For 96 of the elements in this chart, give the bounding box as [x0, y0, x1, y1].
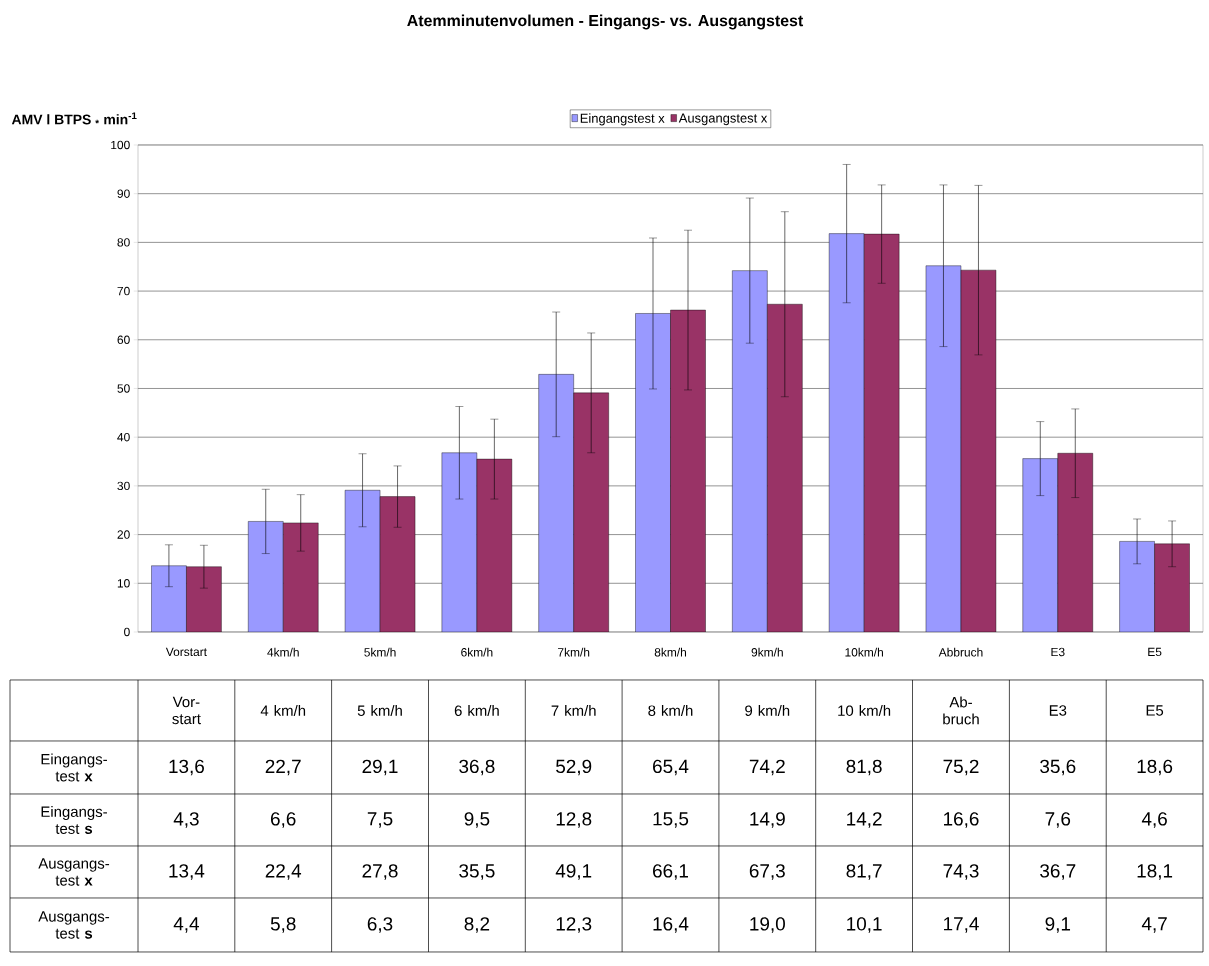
y-axis-title: AMV l BTPS $_{*}$ min$^{-1}$: [11, 112, 137, 125]
bar: [670, 309, 706, 632]
text: E3: [1049, 705, 1067, 716]
text: Ab-bruch: [943, 696, 979, 725]
x-tick-label: E5: [1148, 647, 1162, 657]
data-label: 36,7: [1040, 864, 1076, 880]
bar: [1154, 543, 1190, 632]
y-tick-label: 30: [117, 481, 130, 491]
text: 4,4: [173, 917, 200, 933]
data-label: 81,7: [846, 864, 882, 880]
data-label: 36,8: [459, 759, 495, 776]
data-label: 81,8: [846, 759, 882, 776]
data-label: 35,5: [459, 864, 495, 880]
bar: [960, 269, 997, 632]
data-label: 18,1: [1137, 864, 1173, 880]
bar: [379, 496, 416, 632]
y-tick-label: 90: [117, 189, 130, 198]
text: E5: [1146, 705, 1164, 716]
x-tick-label: 10km/h: [845, 647, 883, 657]
data-label: 22,7: [265, 759, 301, 776]
text: Eingangs-test x: [41, 753, 107, 782]
data-label: 75,2: [943, 759, 979, 776]
bar: [863, 233, 900, 632]
bar: [573, 392, 609, 632]
data-label: 35,6: [1040, 759, 1076, 776]
data-label: 18,6: [1137, 759, 1173, 776]
x-tick-label: 4km/h: [267, 647, 299, 657]
y-tick-label: 10: [117, 579, 130, 588]
text: 6 km/h: [454, 705, 499, 716]
text: 5,8: [270, 917, 296, 933]
x-tick-label: Vorstart: [165, 647, 207, 657]
x-tick-label: 9km/h: [751, 647, 783, 657]
data-label: 65,4: [653, 759, 689, 776]
x-tick-label: 7km/h: [558, 647, 590, 657]
text: 5 km/h: [357, 705, 402, 716]
data-label: 27,8: [362, 864, 398, 880]
text: 4 km/h: [260, 705, 306, 716]
bar: [476, 458, 513, 632]
bar: [283, 522, 319, 632]
y-tick-label: 100: [111, 140, 130, 150]
bar: [767, 304, 803, 632]
text: 12,3: [556, 917, 592, 933]
data-label: 66,1: [653, 864, 688, 880]
text: 8,2: [464, 917, 490, 933]
bar: [1057, 453, 1093, 632]
text: 6,6: [271, 812, 296, 828]
legend-label: Ausgangstest x: [678, 113, 768, 126]
x-tick-label: 6km/h: [461, 647, 493, 657]
text: 7,5: [367, 812, 393, 828]
text: 4,7: [1141, 917, 1167, 933]
text: 16,6: [944, 812, 979, 828]
text: Vor-start: [172, 696, 201, 725]
x-tick-label: 5km/h: [364, 647, 396, 657]
data-label: 67,3: [749, 864, 785, 880]
text: 9 km/h: [745, 705, 790, 716]
data-label: 74,3: [943, 864, 979, 880]
y-tick-label: 70: [117, 286, 130, 296]
y-tick-label: 40: [117, 432, 130, 442]
text: Ausgangs-test x: [38, 858, 110, 886]
data-label: 22,4: [265, 864, 302, 880]
y-tick-label: 50: [117, 384, 130, 393]
x-tick-label: 8km/h: [654, 647, 687, 657]
legend-label: Eingangstest x: [580, 113, 665, 126]
x-tick-label: E3: [1051, 647, 1065, 657]
bar: [186, 566, 222, 632]
text: 7,6: [1045, 812, 1071, 828]
y-tick-label: 80: [117, 238, 130, 247]
text: 9,5: [464, 812, 490, 828]
text: 16,4: [653, 917, 689, 933]
text: 4,3: [173, 812, 199, 828]
text: 14,9: [750, 812, 785, 828]
text: 10 km/h: [838, 705, 891, 716]
text: 15,5: [653, 812, 689, 828]
x-tick-label: Abbruch: [938, 647, 983, 657]
text: 12,8: [556, 812, 592, 828]
y-tick-label: 60: [117, 335, 130, 345]
text: 7 km/h: [551, 705, 596, 716]
data-label: 29,1: [362, 759, 398, 776]
text: 10,1: [847, 917, 882, 933]
data-label: 49,1: [555, 864, 592, 880]
text: Ausgangs-test s: [38, 911, 110, 939]
data-label: 52,9: [556, 759, 592, 776]
text: 9,1: [1045, 917, 1071, 933]
data-label: 13,6: [169, 759, 204, 776]
text: 17,4: [944, 917, 979, 933]
y-tick-label: 20: [117, 530, 130, 539]
text: Eingangs-test s: [41, 806, 107, 834]
text: 8 km/h: [648, 705, 693, 716]
data-label: 13,4: [169, 864, 205, 880]
text: 4,6: [1141, 812, 1167, 828]
data-label: 74,2: [749, 759, 785, 776]
y-tick-label: 0: [124, 627, 130, 637]
chart-title: Atemminutenvolumen - Eingangs- vs. Ausgangstest: [407, 14, 804, 30]
text: 19,0: [750, 917, 785, 933]
text: 14,2: [847, 812, 882, 828]
text: 6,3: [367, 917, 393, 933]
